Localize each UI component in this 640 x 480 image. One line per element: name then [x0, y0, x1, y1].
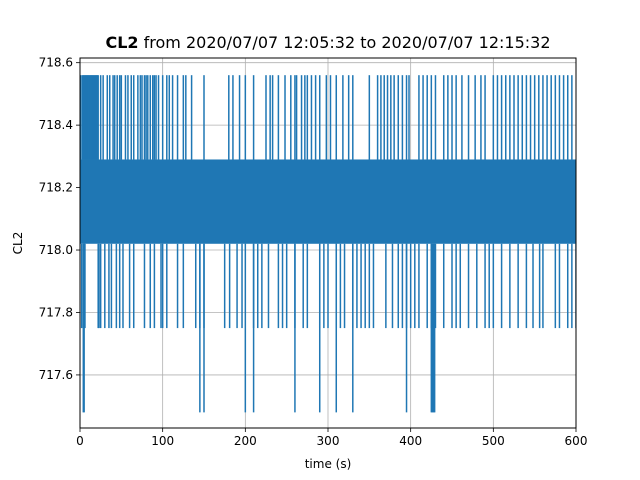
x-axis-ticks: 0 100 200 300 400 500 600: [76, 428, 587, 448]
series-group: [80, 75, 576, 413]
chart-title-bold: CL2: [105, 33, 139, 52]
y-tick-label: 717.6: [39, 368, 73, 382]
x-tick-label: 200: [234, 434, 257, 448]
chart-title-rest: from 2020/07/07 12:05:32 to 2020/07/07 1…: [138, 33, 551, 52]
y-tick-label: 718.6: [39, 56, 73, 70]
x-tick-label: 400: [399, 434, 422, 448]
y-tick-label: 717.8: [39, 305, 73, 319]
x-tick-label: 500: [482, 434, 505, 448]
x-tick-label: 0: [76, 434, 84, 448]
y-axis-ticks: 717.6 717.8 718.0 718.2 718.4 718.6: [39, 56, 80, 382]
x-tick-label: 300: [317, 434, 340, 448]
x-tick-label: 600: [565, 434, 588, 448]
x-tick-label: 100: [151, 434, 174, 448]
y-axis-label: CL2: [11, 232, 25, 255]
y-tick-label: 718.4: [39, 118, 73, 132]
y-tick-label: 718.2: [39, 181, 73, 195]
x-axis-label: time (s): [305, 457, 352, 471]
chart-title: CL2 from 2020/07/07 12:05:32 to 2020/07/…: [80, 33, 576, 52]
series-dense-band: [80, 159, 576, 244]
y-tick-label: 718.0: [39, 243, 73, 257]
